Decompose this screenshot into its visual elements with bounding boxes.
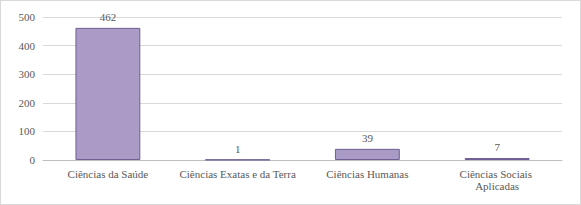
svg-text:7: 7 bbox=[494, 141, 500, 153]
svg-text:0: 0 bbox=[30, 154, 36, 166]
svg-text:300: 300 bbox=[19, 68, 36, 80]
svg-text:400: 400 bbox=[19, 40, 36, 52]
svg-text:462: 462 bbox=[100, 11, 117, 23]
svg-text:100: 100 bbox=[19, 125, 36, 137]
svg-text:200: 200 bbox=[19, 97, 36, 109]
svg-text:Ciências Humanas: Ciências Humanas bbox=[326, 168, 408, 180]
svg-text:Ciências da Saúde: Ciências da Saúde bbox=[68, 168, 149, 180]
svg-text:Ciências Exatas e da Terra: Ciências Exatas e da Terra bbox=[179, 168, 295, 180]
svg-text:Aplicadas: Aplicadas bbox=[475, 180, 519, 192]
svg-text:1: 1 bbox=[235, 143, 241, 155]
svg-text:39: 39 bbox=[362, 132, 374, 144]
svg-text:500: 500 bbox=[19, 11, 36, 23]
svg-text:Ciências Sociais: Ciências Sociais bbox=[460, 168, 535, 180]
